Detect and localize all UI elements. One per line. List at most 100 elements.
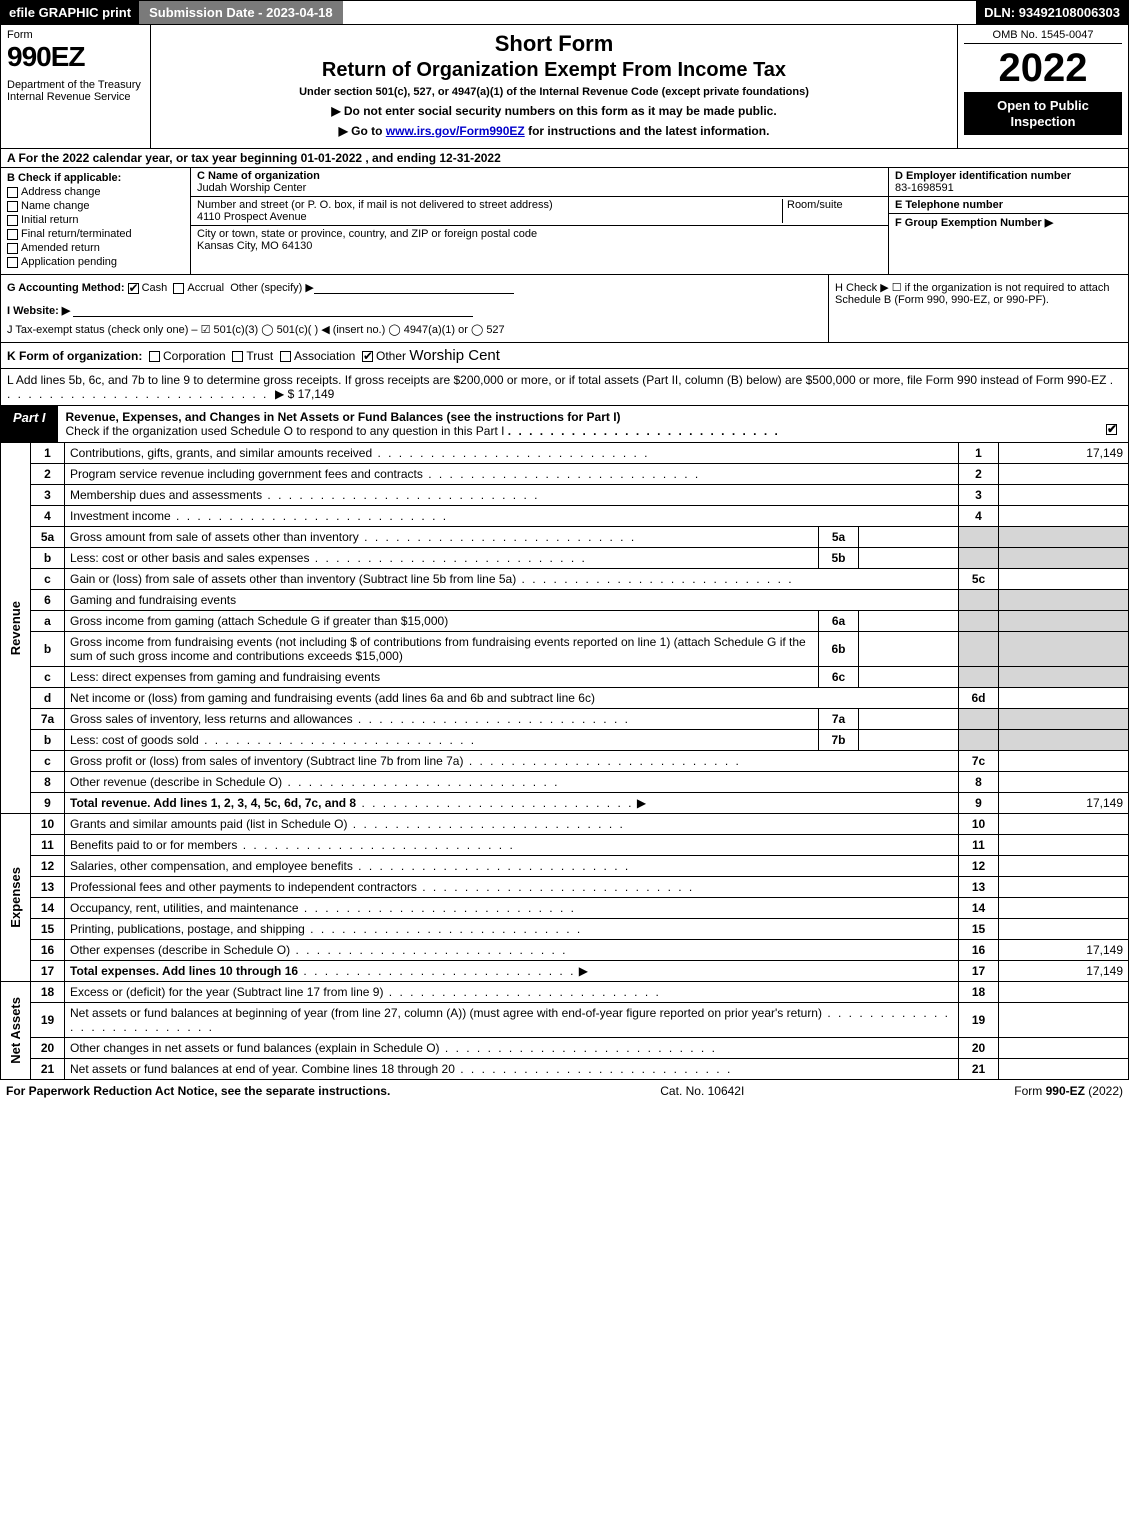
row-l-amount: $ 17,149 xyxy=(288,387,335,401)
part-1-schedule-o-checkbox[interactable] xyxy=(1106,424,1117,435)
dln-value: 93492108006303 xyxy=(1019,5,1120,20)
line-11-amt xyxy=(999,835,1129,856)
line-5a-desc: Gross amount from sale of assets other t… xyxy=(70,530,359,544)
line-11: 11 Benefits paid to or for members 11 xyxy=(1,835,1129,856)
line-6d: d Net income or (loss) from gaming and f… xyxy=(1,688,1129,709)
line-15: 15 Printing, publications, postage, and … xyxy=(1,919,1129,940)
line-6b-amt-grey xyxy=(999,632,1129,667)
chk-other-org[interactable] xyxy=(362,351,373,362)
line-2-num: 2 xyxy=(31,464,65,485)
dots xyxy=(383,985,660,999)
city-value: Kansas City, MO 64130 xyxy=(197,240,882,252)
line-15-amt xyxy=(999,919,1129,940)
line-6a-subamt xyxy=(859,611,959,632)
line-5a-subamt xyxy=(859,527,959,548)
ein-label: D Employer identification number xyxy=(895,170,1122,182)
line-21: 21 Net assets or fund balances at end of… xyxy=(1,1059,1129,1080)
line-5c-num: c xyxy=(31,569,65,590)
chk-name-change[interactable]: Name change xyxy=(7,200,184,212)
footer-cat-no: Cat. No. 10642I xyxy=(660,1084,744,1098)
line-18: Net Assets 18 Excess or (deficit) for th… xyxy=(1,982,1129,1003)
chk-cash-label: Cash xyxy=(142,282,168,294)
line-7b: b Less: cost of goods sold 7b xyxy=(1,730,1129,751)
dots xyxy=(299,901,576,915)
dots xyxy=(199,733,476,747)
line-6: 6 Gaming and fundraising events xyxy=(1,590,1129,611)
line-6-num: 6 xyxy=(31,590,65,611)
line-5a-rnum-grey xyxy=(959,527,999,548)
line-15-desc: Printing, publications, postage, and shi… xyxy=(70,922,305,936)
line-18-rnum: 18 xyxy=(959,982,999,1003)
line-4-desc: Investment income xyxy=(70,509,171,523)
line-1: Revenue 1 Contributions, gifts, grants, … xyxy=(1,443,1129,464)
line-16-desc: Other expenses (describe in Schedule O) xyxy=(70,943,290,957)
line-6d-desc: Net income or (loss) from gaming and fun… xyxy=(70,691,595,705)
line-5b-num: b xyxy=(31,548,65,569)
chk-trust-label: Trust xyxy=(246,349,273,363)
line-16-num: 16 xyxy=(31,940,65,961)
dots xyxy=(290,943,567,957)
efile-print-label[interactable]: efile GRAPHIC print xyxy=(1,1,139,24)
line-2: 2 Program service revenue including gove… xyxy=(1,464,1129,485)
street-value: 4110 Prospect Avenue xyxy=(197,211,782,223)
chk-accrual[interactable] xyxy=(173,283,184,294)
line-6d-rnum: 6d xyxy=(959,688,999,709)
line-5a-amt-grey xyxy=(999,527,1129,548)
line-3-num: 3 xyxy=(31,485,65,506)
line-3: 3 Membership dues and assessments 3 xyxy=(1,485,1129,506)
line-8: 8 Other revenue (describe in Schedule O)… xyxy=(1,772,1129,793)
line-5b-subamt xyxy=(859,548,959,569)
header-center: Short Form Return of Organization Exempt… xyxy=(151,25,958,148)
line-13-amt xyxy=(999,877,1129,898)
line-10-desc: Grants and similar amounts paid (list in… xyxy=(70,817,347,831)
other-specify-input[interactable] xyxy=(314,282,514,294)
chk-cash[interactable] xyxy=(128,283,139,294)
dots xyxy=(353,712,630,726)
website-input[interactable] xyxy=(73,305,473,317)
form-of-org-label: K Form of organization: xyxy=(7,349,142,363)
line-5b: b Less: cost or other basis and sales ex… xyxy=(1,548,1129,569)
chk-final-return[interactable]: Final return/terminated xyxy=(7,228,184,240)
ein-value: 83-1698591 xyxy=(895,182,1122,194)
row-h: H Check ▶ ☐ if the organization is not r… xyxy=(828,275,1128,342)
goto-pre: ▶ Go to xyxy=(339,124,386,138)
line-20-rnum: 20 xyxy=(959,1038,999,1059)
room-suite-label: Room/suite xyxy=(782,199,882,223)
city-label: City or town, state or province, country… xyxy=(197,228,882,240)
topbar-spacer xyxy=(343,1,976,24)
line-7b-subamt xyxy=(859,730,959,751)
dots xyxy=(237,838,514,852)
line-2-amt xyxy=(999,464,1129,485)
line-5c-desc: Gain or (loss) from sale of assets other… xyxy=(70,572,516,586)
chk-amended-return[interactable]: Amended return xyxy=(7,242,184,254)
side-net-assets-label: Net Assets xyxy=(6,993,25,1068)
part-1-check-line: Check if the organization used Schedule … xyxy=(66,424,505,438)
line-6-amt-grey xyxy=(999,590,1129,611)
footer-right-bold: 990-EZ xyxy=(1046,1084,1085,1098)
chk-association-label: Association xyxy=(294,349,355,363)
chk-corporation[interactable] xyxy=(149,351,160,362)
line-12-rnum: 12 xyxy=(959,856,999,877)
line-1-num: 1 xyxy=(31,443,65,464)
footer-right-pre: Form xyxy=(1014,1084,1045,1098)
accounting-method-label: G Accounting Method: xyxy=(7,282,125,294)
line-6d-amt xyxy=(999,688,1129,709)
chk-association[interactable] xyxy=(280,351,291,362)
line-7c: c Gross profit or (loss) from sales of i… xyxy=(1,751,1129,772)
chk-application-pending[interactable]: Application pending xyxy=(7,256,184,268)
line-7b-rnum-grey xyxy=(959,730,999,751)
top-bar: efile GRAPHIC print Submission Date - 20… xyxy=(0,0,1129,25)
line-6c-num: c xyxy=(31,667,65,688)
chk-address-change[interactable]: Address change xyxy=(7,186,184,198)
line-10-rnum: 10 xyxy=(959,814,999,835)
line-20-desc: Other changes in net assets or fund bala… xyxy=(70,1041,440,1055)
line-12-amt xyxy=(999,856,1129,877)
row-a-tax-year: A For the 2022 calendar year, or tax yea… xyxy=(0,149,1129,168)
irs-link[interactable]: www.irs.gov/Form990EZ xyxy=(386,124,525,138)
goto-post: for instructions and the latest informat… xyxy=(525,124,770,138)
dots xyxy=(347,817,624,831)
line-9-num: 9 xyxy=(31,793,65,814)
chk-initial-return[interactable]: Initial return xyxy=(7,214,184,226)
line-20: 20 Other changes in net assets or fund b… xyxy=(1,1038,1129,1059)
chk-trust[interactable] xyxy=(232,351,243,362)
